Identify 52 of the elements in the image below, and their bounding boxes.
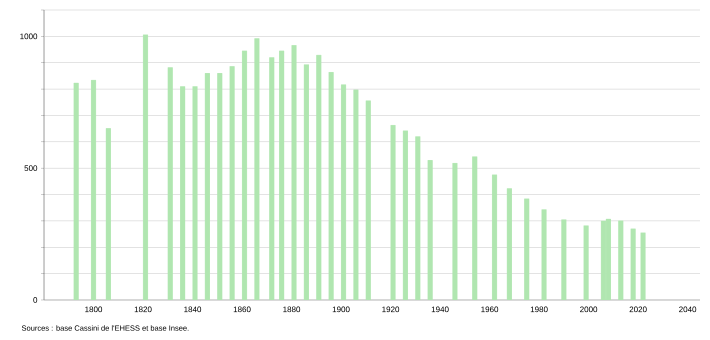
bar xyxy=(506,188,512,300)
bar xyxy=(340,84,346,300)
bar xyxy=(561,219,566,300)
bar xyxy=(402,130,408,300)
bar xyxy=(180,86,186,300)
x-tick-label: 1820 xyxy=(134,306,152,312)
bar xyxy=(217,73,222,300)
x-tick-label: 1800 xyxy=(85,306,102,312)
bar xyxy=(328,72,334,300)
bar xyxy=(366,100,371,300)
bar xyxy=(142,34,148,300)
bar xyxy=(541,209,547,300)
bar xyxy=(106,128,111,300)
bar xyxy=(168,67,173,300)
y-tick-label: 1000 xyxy=(20,34,38,40)
y-tick-label: 500 xyxy=(24,165,38,172)
bar xyxy=(242,50,248,300)
bar xyxy=(640,232,646,300)
bar xyxy=(192,86,198,300)
bar xyxy=(428,160,433,300)
bar xyxy=(291,45,297,300)
x-tick-label: 1960 xyxy=(481,306,498,312)
bar xyxy=(618,220,624,300)
x-tick-label: 1980 xyxy=(530,306,548,312)
bar xyxy=(353,90,358,300)
bar xyxy=(630,228,636,300)
x-tick-label: 1940 xyxy=(432,306,449,312)
bar xyxy=(230,66,235,300)
bar xyxy=(452,162,458,300)
x-tick-label: 1840 xyxy=(184,306,202,312)
x-tick-label: 2020 xyxy=(630,306,647,312)
bar xyxy=(472,156,478,300)
bar xyxy=(304,64,309,300)
bar xyxy=(316,54,322,300)
bar xyxy=(74,82,79,300)
bar xyxy=(584,225,589,300)
x-tick-label: 1860 xyxy=(234,306,251,312)
x-tick-label: 1920 xyxy=(382,306,400,312)
bar xyxy=(492,174,498,300)
bar xyxy=(204,73,210,300)
bar xyxy=(90,80,96,300)
x-tick-label: 2040 xyxy=(679,306,696,312)
bar xyxy=(269,57,274,300)
bar xyxy=(390,125,396,300)
bar xyxy=(415,136,420,300)
y-tick-label: 0 xyxy=(33,297,38,303)
bar xyxy=(524,198,530,300)
x-tick-label: 1900 xyxy=(332,306,350,312)
bar xyxy=(254,38,260,300)
bar xyxy=(279,50,284,300)
x-tick-label: 2000 xyxy=(580,306,598,312)
x-tick-label: 1880 xyxy=(283,306,300,312)
